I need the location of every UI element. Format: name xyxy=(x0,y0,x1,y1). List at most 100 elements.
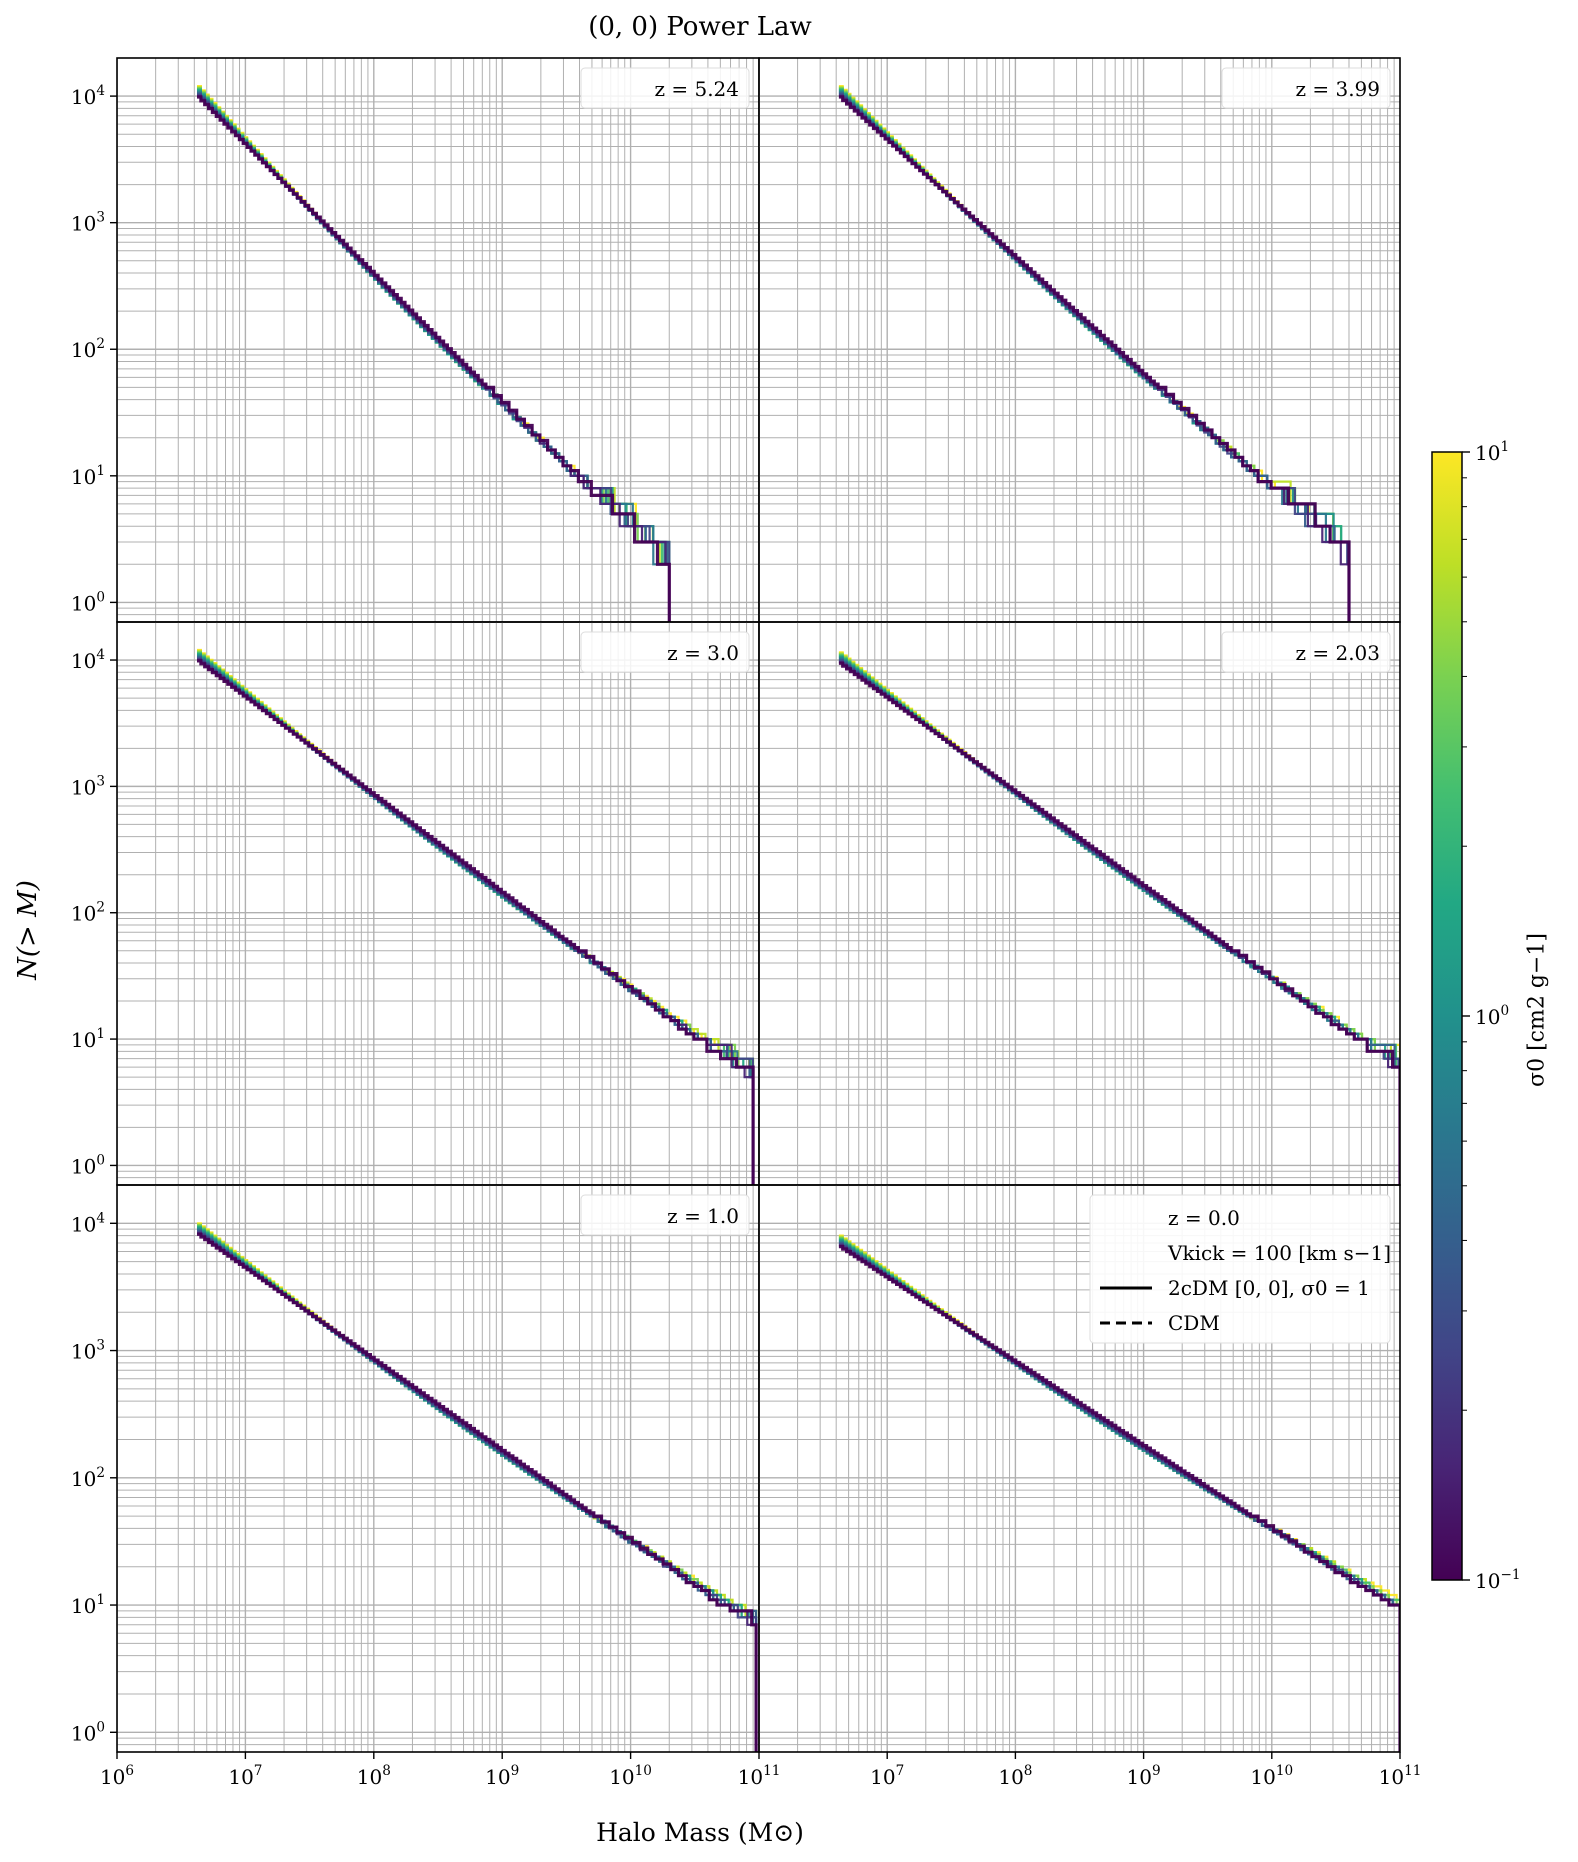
x-tick-label: 107 xyxy=(228,1763,262,1789)
x-tick-label: 106 xyxy=(100,1763,134,1789)
legend-entry: z = 0.0 xyxy=(1168,1206,1240,1230)
series-line xyxy=(838,657,1400,1185)
colorbar-tick-label: 101 xyxy=(1475,439,1509,465)
series-line xyxy=(197,1232,758,1752)
panel-label: z = 5.24 xyxy=(654,77,739,101)
series-line xyxy=(838,651,1400,1185)
y-tick-label: 103 xyxy=(71,773,105,799)
series-line xyxy=(197,1224,758,1752)
y-tick-label: 100 xyxy=(71,1152,105,1178)
x-tick-label: 1010 xyxy=(1250,1763,1293,1789)
grid xyxy=(759,1185,1400,1752)
series-line xyxy=(838,652,1400,1185)
panel-label: z = 2.03 xyxy=(1295,641,1380,665)
panel-label-box xyxy=(580,67,750,109)
y-tick-label: 104 xyxy=(71,83,105,109)
panel-2: z = 3.99 xyxy=(758,57,1401,623)
colorbar-tick-label: 10−1 xyxy=(1475,1567,1521,1593)
x-tick-label: 107 xyxy=(870,1763,904,1789)
series-line xyxy=(838,655,1400,1185)
curves xyxy=(197,1222,758,1752)
series-line xyxy=(197,659,755,1185)
series-line xyxy=(838,661,1400,1185)
series-line xyxy=(197,93,671,622)
curves xyxy=(197,648,755,1185)
panel-label-box xyxy=(580,1194,750,1236)
series-line xyxy=(838,1245,1400,1752)
panel-5: 100 101 102 103 104 106 107 108 109 1010 1011 z = 1… xyxy=(71,1184,781,1789)
y-tick-label: 104 xyxy=(71,1210,105,1236)
panel-1: 100 101 102 103 104 z = 5.24 xyxy=(71,57,760,623)
panel-label-box xyxy=(1221,631,1391,673)
grid xyxy=(759,622,1400,1185)
legend-box xyxy=(1089,1194,1391,1344)
x-tick-label: 109 xyxy=(1127,1763,1161,1789)
colorbar-tick-label: 100 xyxy=(1475,1003,1509,1029)
y-tick-label: 101 xyxy=(71,1026,105,1052)
series-line xyxy=(838,653,1400,1185)
legend-entry: 2cDM [0, 0], σ0 = 1 xyxy=(1168,1276,1370,1300)
curves xyxy=(838,1234,1400,1752)
y-tick-label: 101 xyxy=(71,1592,105,1618)
series-line xyxy=(838,654,1400,1185)
series-line xyxy=(197,1229,758,1752)
panel-frame xyxy=(758,621,1401,1186)
series-line xyxy=(197,1230,758,1752)
grid xyxy=(759,58,1400,622)
panel-frame xyxy=(116,1184,760,1753)
series-line xyxy=(197,90,671,622)
legend-entry: Vkick = 100 [km s−1] xyxy=(1167,1241,1391,1265)
series-line xyxy=(838,661,1400,1185)
x-axis-label: Halo Mass (M⊙) xyxy=(596,1818,804,1847)
y-tick-label: 103 xyxy=(71,1338,105,1364)
x-tick-label: 109 xyxy=(485,1763,519,1789)
x-tick-label: 1011 xyxy=(738,1763,781,1789)
colorbar-gradient xyxy=(1431,451,1463,1581)
series-line xyxy=(197,1223,758,1752)
panel-label: z = 3.99 xyxy=(1295,77,1380,101)
y-tick-label: 102 xyxy=(71,1465,105,1491)
panel-6: 107 108 109 1010 1011 z = 0.0 Vkick = 100 [km … xyxy=(758,1184,1421,1789)
grid xyxy=(117,58,759,622)
panel-4: z = 2.03 xyxy=(758,621,1401,1186)
series-line xyxy=(197,1227,758,1752)
series-line xyxy=(197,87,671,622)
curves xyxy=(838,85,1351,622)
panel-frame xyxy=(116,621,760,1186)
chart-title: (0, 0) Power Law xyxy=(588,12,812,42)
series-line xyxy=(197,91,671,622)
y-tick-label: 102 xyxy=(71,900,105,926)
series-line xyxy=(197,1228,758,1752)
grid xyxy=(117,622,759,1185)
panel-label: z = 3.0 xyxy=(667,641,739,665)
panel-label-box xyxy=(580,631,750,673)
y-tick-label: 100 xyxy=(71,1719,105,1745)
series-line xyxy=(197,1226,758,1752)
y-tick-label: 102 xyxy=(71,336,105,362)
panel-label-box xyxy=(1221,67,1391,109)
series-line xyxy=(838,95,1351,622)
series-line xyxy=(197,1225,758,1752)
y-tick-label: 103 xyxy=(71,210,105,236)
series-line xyxy=(197,89,671,622)
y-tick-label: 100 xyxy=(71,589,105,615)
curves xyxy=(197,85,671,622)
series-line xyxy=(197,92,671,622)
colorbar: 10−1 100 101 xyxy=(1431,439,1521,1593)
x-tick-label: 108 xyxy=(998,1763,1032,1789)
panel-3: 100 101 102 103 104 z = 3.0 xyxy=(71,621,760,1186)
grid xyxy=(117,1185,759,1752)
legend: z = 0.0 Vkick = 100 [km s−1] 2cDM [0, 0], … xyxy=(1089,1194,1391,1344)
x-tick-label: 108 xyxy=(357,1763,391,1789)
series-line xyxy=(197,88,671,622)
series-line xyxy=(197,95,671,622)
panel-label: z = 1.0 xyxy=(667,1204,739,1228)
series-line xyxy=(197,1232,758,1752)
y-tick-label: 101 xyxy=(71,463,105,489)
panel-frame xyxy=(758,57,1401,623)
x-tick-label: 1010 xyxy=(609,1763,652,1789)
panel-frame xyxy=(758,1184,1401,1753)
series-line xyxy=(838,656,1400,1185)
y-tick-label: 104 xyxy=(71,647,105,673)
